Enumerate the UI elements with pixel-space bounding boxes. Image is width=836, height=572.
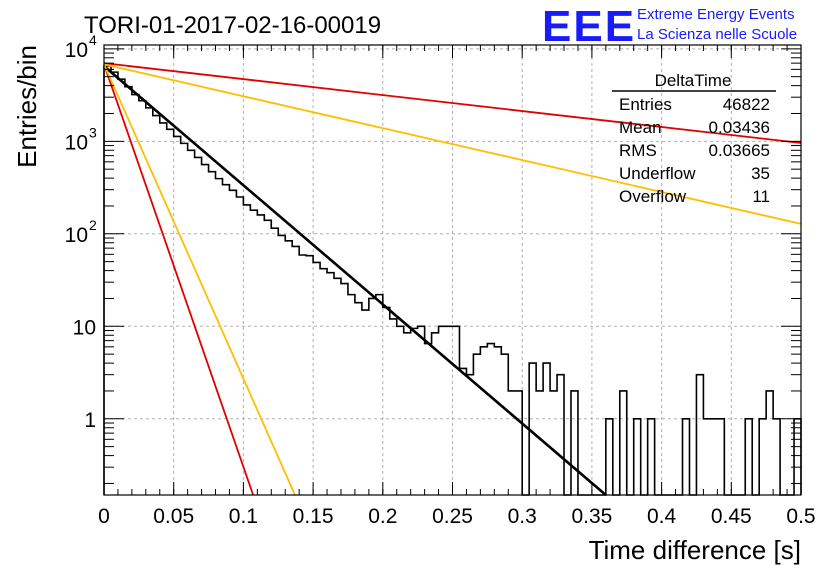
stats-label: Overflow	[619, 187, 687, 206]
stats-label: RMS	[619, 141, 657, 160]
y-tick-exponent: 2	[89, 217, 97, 233]
x-tick-label: 0.25	[432, 505, 473, 528]
fit-line	[103, 62, 802, 144]
y-axis-title: Entries/bin	[12, 45, 42, 168]
fit-line	[103, 63, 802, 225]
fit-lines	[103, 62, 802, 496]
fit-line	[103, 64, 255, 496]
stats-title: DeltaTime	[655, 71, 732, 90]
x-tick-label: 0.1	[229, 505, 258, 528]
fit-line	[103, 63, 296, 496]
x-tick-label: 0.4	[647, 505, 677, 528]
axis-ticks	[103, 45, 802, 495]
x-tick-label: 0.3	[508, 505, 537, 528]
stats-label: Mean	[619, 118, 662, 137]
x-axis-title: Time difference [s]	[589, 535, 801, 565]
fit-line	[103, 65, 607, 496]
y-tick-label: 10	[65, 39, 88, 62]
stats-value: 0.03665	[709, 141, 770, 160]
run-title: TORI-01-2017-02-16-00019	[84, 12, 381, 39]
y-tick-exponent: 3	[89, 124, 97, 140]
eee-logo: EEE	[542, 2, 636, 51]
stats-box: DeltaTime Entries 46822 Mean 0.03436 RMS…	[612, 71, 776, 206]
y-tick-exponent: 4	[89, 32, 97, 48]
stats-label: Underflow	[619, 164, 696, 183]
logo-subtitle-2: La Scienza nelle Scuole	[637, 26, 797, 43]
x-tick-label: 0.2	[368, 505, 397, 528]
x-tick-label: 0.35	[571, 505, 612, 528]
y-tick-label: 10	[65, 224, 88, 247]
x-tick-label: 0.45	[711, 505, 752, 528]
x-tick-label: 0.15	[293, 505, 334, 528]
x-tick-label: 0.05	[153, 505, 194, 528]
stats-value: 46822	[723, 95, 770, 114]
x-tick-labels: 0 0.05 0.1 0.15 0.2 0.25 0.3 0.35 0.4 0.45 0.5	[98, 505, 815, 528]
stats-value: 11	[752, 187, 770, 206]
y-tick-label: 10	[65, 131, 88, 154]
x-tick-label: 0	[98, 505, 110, 528]
logo-subtitle-1: Extreme Energy Events	[637, 6, 795, 23]
y-tick-label: 10	[73, 316, 96, 339]
stats-value: 0.03436	[709, 118, 770, 137]
y-tick-label: 1	[84, 409, 96, 432]
x-tick-label: 0.5	[786, 505, 815, 528]
stats-label: Entries	[619, 95, 672, 114]
stats-value: 35	[751, 164, 770, 183]
